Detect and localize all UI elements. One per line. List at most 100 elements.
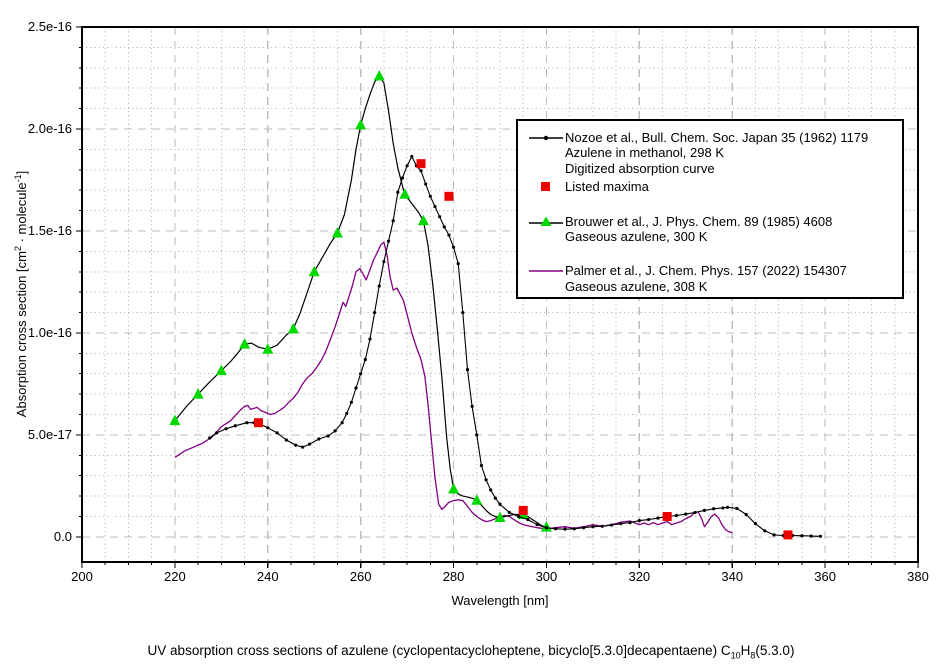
x-tick-label: 240 bbox=[257, 569, 279, 584]
dot-marker-icon bbox=[609, 523, 614, 527]
legend-entry-brouwer: Brouwer et al., J. Phys. Chem. 89 (1985)… bbox=[518, 214, 902, 245]
dot-marker-icon bbox=[479, 463, 484, 468]
dot-marker-icon bbox=[800, 534, 804, 538]
dot-marker-icon bbox=[721, 506, 725, 510]
dot-marker-icon bbox=[284, 438, 288, 442]
square-marker-icon bbox=[444, 191, 454, 201]
dot-marker-icon bbox=[735, 506, 739, 510]
dot-marker-icon bbox=[349, 400, 353, 404]
dot-marker-icon bbox=[419, 169, 423, 173]
x-tick-label: 340 bbox=[721, 569, 743, 584]
dot-marker-icon bbox=[656, 516, 660, 520]
dot-marker-icon bbox=[475, 433, 479, 437]
dot-marker-icon bbox=[465, 368, 470, 372]
dot-marker-icon bbox=[386, 239, 391, 243]
square-marker-icon bbox=[416, 159, 426, 169]
legend-text: Brouwer et al., J. Phys. Chem. 89 (1985)… bbox=[565, 213, 833, 245]
dot-marker-icon bbox=[470, 404, 474, 408]
legend-text: Nozoe et al., Bull. Chem. Soc. Japan 35 … bbox=[565, 130, 869, 176]
y-axis-title: Absorption cross section [cm2 · molecule… bbox=[12, 170, 30, 418]
dot-marker-icon bbox=[516, 514, 521, 519]
triangle-marker-icon bbox=[239, 338, 251, 349]
dot-marker-icon bbox=[396, 190, 400, 194]
dot-marker-icon bbox=[554, 527, 558, 531]
dot-marker-icon bbox=[233, 424, 237, 428]
dot-marker-icon bbox=[447, 233, 451, 237]
dot-marker-icon bbox=[400, 176, 405, 180]
x-axis-title: Wavelength [nm] bbox=[451, 593, 549, 608]
dot-marker-icon bbox=[637, 518, 641, 523]
triangle-marker-icon bbox=[331, 227, 343, 238]
dot-marker-icon bbox=[326, 434, 330, 438]
dot-marker-icon bbox=[340, 421, 344, 425]
dot-marker-icon bbox=[456, 261, 460, 266]
dot-marker-icon bbox=[484, 478, 488, 482]
dot-marker-icon bbox=[410, 154, 414, 159]
triangle-marker-icon bbox=[262, 343, 274, 354]
dot-marker-icon bbox=[712, 507, 716, 511]
x-tick-label: 260 bbox=[350, 569, 372, 584]
legend-entry-listed-maxima: Listed maxima bbox=[518, 179, 902, 196]
triangle-marker-icon bbox=[169, 414, 181, 426]
dot-marker-icon bbox=[725, 505, 730, 509]
y-tick-label: 5.0e-17 bbox=[28, 427, 72, 442]
dot-marker-icon bbox=[333, 429, 337, 433]
square-marker-icon bbox=[253, 418, 263, 428]
dot-marker-icon bbox=[428, 194, 432, 198]
dot-marker-icon bbox=[391, 219, 395, 223]
dot-marker-icon bbox=[563, 527, 567, 531]
dot-marker-icon bbox=[674, 513, 679, 518]
y-tick-label: 1.0e-16 bbox=[28, 325, 72, 340]
triangle-marker-icon bbox=[373, 69, 385, 81]
dot-marker-icon bbox=[224, 427, 228, 431]
legend-entry-palmer: Palmer et al., J. Chem. Phys. 157 (2022)… bbox=[518, 263, 902, 294]
square-marker-icon bbox=[783, 530, 793, 540]
dot-marker-icon bbox=[359, 372, 363, 376]
triangle-marker-icon bbox=[448, 482, 460, 494]
dot-marker-icon bbox=[345, 411, 349, 416]
dot-marker-icon bbox=[442, 225, 446, 229]
dot-marker-icon bbox=[451, 245, 456, 249]
triangle-marker-icon bbox=[215, 364, 227, 376]
series-line-palmer bbox=[174, 241, 733, 534]
dot-marker-icon bbox=[684, 512, 688, 516]
dot-marker-icon bbox=[424, 182, 428, 186]
dot-marker-icon bbox=[572, 527, 576, 531]
triangle-marker-icon bbox=[494, 511, 506, 523]
dot-marker-icon bbox=[772, 533, 776, 537]
dot-marker-icon bbox=[600, 524, 604, 528]
line-triangle-marker-icon bbox=[528, 214, 564, 232]
dot-marker-icon bbox=[753, 522, 758, 526]
triangle-marker-icon bbox=[471, 494, 483, 505]
series-line-brouwer bbox=[174, 75, 547, 528]
red-square-marker-icon bbox=[528, 179, 564, 196]
dot-marker-icon bbox=[619, 522, 623, 526]
dot-marker-icon bbox=[307, 442, 312, 446]
dot-marker-icon bbox=[628, 521, 632, 525]
triangle-marker-icon bbox=[355, 118, 367, 130]
dot-marker-icon bbox=[526, 517, 530, 522]
legend-entry-nozoe: Nozoe et al., Bull. Chem. Soc. Japan 35 … bbox=[518, 130, 902, 176]
dot-marker-icon bbox=[582, 526, 586, 530]
dot-marker-icon bbox=[544, 526, 549, 530]
dot-marker-icon bbox=[438, 215, 442, 219]
dot-marker-icon bbox=[354, 386, 358, 390]
triangle-marker-icon bbox=[192, 388, 204, 399]
dot-marker-icon bbox=[382, 259, 386, 264]
dot-marker-icon bbox=[809, 534, 813, 538]
chart-caption: UV absorption cross sections of azulene … bbox=[147, 643, 795, 661]
dot-marker-icon bbox=[507, 510, 511, 515]
dot-marker-icon bbox=[591, 525, 595, 529]
x-tick-label: 360 bbox=[814, 569, 836, 584]
dot-marker-icon bbox=[405, 164, 409, 168]
y-tick-label: 0.0 bbox=[54, 529, 72, 544]
dot-marker-icon bbox=[433, 204, 437, 209]
dot-marker-icon bbox=[818, 534, 823, 538]
y-tick-label: 1.5e-16 bbox=[28, 223, 72, 238]
dot-marker-icon bbox=[275, 431, 279, 435]
legend-text: Listed maxima bbox=[565, 179, 649, 195]
dot-marker-icon bbox=[489, 488, 493, 492]
dot-marker-icon bbox=[294, 443, 298, 447]
dot-marker-icon bbox=[763, 529, 767, 533]
